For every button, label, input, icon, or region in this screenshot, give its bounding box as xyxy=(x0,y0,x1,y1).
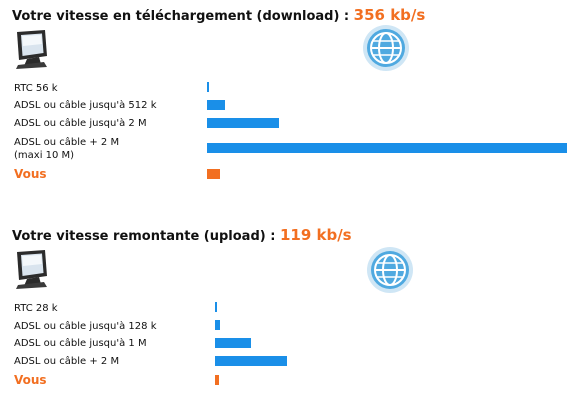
download-bar-vous xyxy=(207,169,220,179)
computer-monitor-icon xyxy=(16,250,47,289)
upload-heading: Votre vitesse remontante (upload) : 119 … xyxy=(12,226,352,244)
download-label-plus2m-extra: (maxi 10 M) xyxy=(14,150,75,161)
download-label-2m: ADSL ou câble jusqu'à 2 M xyxy=(14,118,147,129)
download-bar-rtc xyxy=(207,82,209,92)
computer-monitor-icon xyxy=(16,30,47,69)
internet-globe-icon xyxy=(367,247,413,293)
download-label-plus2m: ADSL ou câble + 2 M (maxi 10 M) xyxy=(14,136,119,162)
upload-bar-1m xyxy=(215,338,251,348)
upload-label-plus2m: ADSL ou câble + 2 M xyxy=(14,356,120,367)
upload-label-1m: ADSL ou câble jusqu'à 1 M xyxy=(14,338,147,349)
upload-bar-plus2m xyxy=(215,356,287,366)
upload-title: Votre vitesse remontante (upload) : xyxy=(12,229,276,244)
upload-label-rtc: RTC 28 k xyxy=(14,303,58,314)
upload-bar-128k xyxy=(215,320,220,330)
download-title: Votre vitesse en téléchargement (downloa… xyxy=(12,9,350,24)
download-label-512k: ADSL ou câble jusqu'à 512 k xyxy=(14,100,157,111)
download-speed-value: 356 kb/s xyxy=(353,6,426,24)
download-heading: Votre vitesse en téléchargement (downloa… xyxy=(12,6,425,24)
download-label-rtc: RTC 56 k xyxy=(14,83,58,94)
download-bar-plus2m xyxy=(207,143,567,153)
download-speed-section: Votre vitesse en téléchargement (downloa… xyxy=(0,0,572,200)
upload-bar-vous xyxy=(215,375,220,385)
upload-speed-value: 119 kb/s xyxy=(279,226,352,244)
upload-label-128k: ADSL ou câble jusqu'à 128 k xyxy=(14,321,157,332)
upload-speed-section: Votre vitesse remontante (upload) : 119 … xyxy=(0,220,572,406)
upload-bar-rtc xyxy=(215,302,217,312)
upload-label-vous: Vous xyxy=(14,373,47,387)
internet-globe-icon xyxy=(363,25,409,71)
download-bar-2m xyxy=(207,118,279,128)
download-label-plus2m-text: ADSL ou câble + 2 M xyxy=(14,137,120,148)
download-label-vous: Vous xyxy=(14,167,47,181)
download-bar-512k xyxy=(207,100,226,110)
